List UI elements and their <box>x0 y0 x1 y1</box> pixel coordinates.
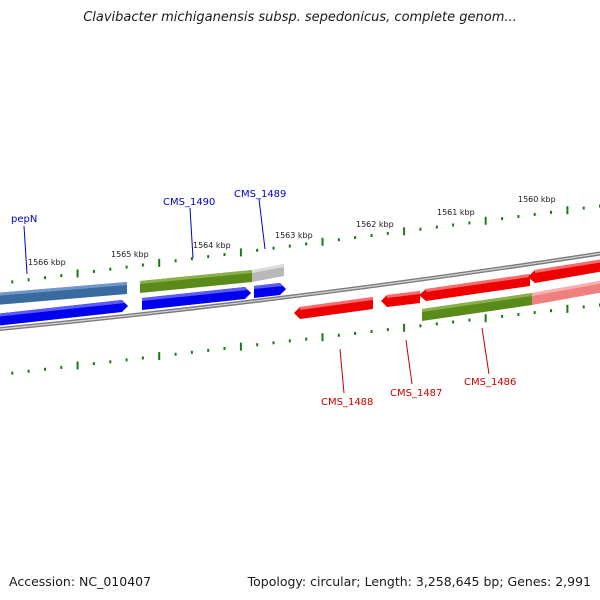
gene-label-CMS_1486[interactable]: CMS_1486 <box>464 377 516 388</box>
scale-tick-upper <box>517 215 519 218</box>
scale-tick-upper <box>387 232 389 235</box>
scale-tick-upper <box>501 217 503 220</box>
scale-tick-lower <box>354 332 356 335</box>
scale-tick-lower <box>142 357 144 360</box>
scale-tick-lower <box>550 309 552 312</box>
scale-tick-lower <box>28 370 30 373</box>
gene-feature-next[interactable] <box>532 279 600 305</box>
leader-CMS_1486 <box>482 328 489 374</box>
scale-tick-upper <box>485 217 487 225</box>
scale-tick-upper <box>354 236 356 239</box>
scale-tick-lower <box>501 315 503 318</box>
leader-CMS_1488 <box>340 349 344 393</box>
scale-tick-lower <box>322 333 324 341</box>
cds-reverse-CMS_1487[interactable] <box>381 291 420 307</box>
accession-text: Accession: NC_010407 <box>9 574 151 589</box>
scale-tick-lower <box>109 360 111 363</box>
scale-tick-lower <box>534 311 536 314</box>
scale-tick-lower <box>305 338 307 341</box>
scale-tick-upper <box>452 224 454 227</box>
scale-tick-lower <box>273 341 275 344</box>
scale-tick-upper <box>109 268 111 271</box>
scale-tick-upper <box>77 270 79 278</box>
scale-tick-lower <box>583 305 585 308</box>
scale-tick-upper <box>28 278 30 281</box>
scale-tick-upper <box>273 247 275 250</box>
scale-tick-upper <box>142 264 144 267</box>
leader-CMS_1489 <box>259 199 265 249</box>
scale-tick-upper <box>419 228 421 231</box>
scale-tick-lower <box>60 366 62 369</box>
leader-CMS_1490 <box>190 208 193 258</box>
scale-tick-upper <box>436 226 438 229</box>
scale-tick-lower <box>289 339 291 342</box>
scale-tick-upper <box>60 274 62 277</box>
cds-reverse-CMS_1488[interactable] <box>294 297 373 319</box>
scale-tick-upper <box>534 213 536 216</box>
leader-pepN <box>24 226 27 274</box>
scale-tick-upper <box>289 245 291 248</box>
scale-tick-lower <box>207 349 209 352</box>
scale-tick-upper <box>44 276 46 279</box>
scale-tick-lower <box>403 324 405 332</box>
kbp-label-1565: 1565 kbp <box>111 250 149 259</box>
scale-tick-upper <box>322 238 324 246</box>
kbp-label-1562: 1562 kbp <box>356 220 394 229</box>
gene-label-CMS_1489[interactable]: CMS_1489 <box>234 189 286 200</box>
scale-tick-lower <box>387 328 389 331</box>
gene-label-CMS_1488[interactable]: CMS_1488 <box>321 397 373 408</box>
scale-tick-upper <box>11 280 13 283</box>
topology-summary: Topology: circular; Length: 3,258,645 bp… <box>248 574 591 589</box>
scale-tick-upper <box>550 211 552 214</box>
scale-tick-upper <box>256 249 258 252</box>
kbp-label-1563: 1563 kbp <box>275 231 313 240</box>
scale-tick-upper <box>175 259 177 262</box>
kbp-label-1566: 1566 kbp <box>28 258 66 267</box>
scale-tick-upper <box>126 266 128 269</box>
scale-tick-upper <box>468 221 470 224</box>
genome-map: 1566 kbp 1565 kbp 1564 kbp 1563 kbp 1562… <box>0 0 600 600</box>
scale-tick-lower <box>517 313 519 316</box>
scale-tick-upper <box>207 255 209 258</box>
cds-forward-CMS_1489[interactable] <box>254 283 286 298</box>
scale-tick-lower <box>175 353 177 356</box>
scale-tick-lower <box>77 362 79 370</box>
kbp-label-1561: 1561 kbp <box>437 208 475 217</box>
scale-tick-lower <box>44 368 46 371</box>
scale-tick-lower <box>191 351 193 354</box>
scale-tick-lower <box>256 343 258 346</box>
scale-tick-upper <box>371 234 373 237</box>
scale-tick-lower <box>93 362 95 365</box>
scale-tick-lower <box>468 319 470 322</box>
scale-tick-lower <box>419 324 421 327</box>
scale-tick-upper <box>403 227 405 235</box>
scale-tick-lower <box>11 372 13 375</box>
leader-CMS_1487 <box>406 340 412 384</box>
scale-tick-lower <box>126 358 128 361</box>
kbp-label-1564: 1564 kbp <box>193 241 231 250</box>
scale-tick-upper <box>158 259 160 267</box>
scale-tick-lower <box>452 321 454 324</box>
scale-tick-upper <box>583 207 585 210</box>
gene-label-CMS_1490[interactable]: CMS_1490 <box>163 197 215 208</box>
kbp-label-1560: 1560 kbp <box>518 195 556 204</box>
scale-tick-lower <box>371 330 373 333</box>
gene-label-CMS_1487[interactable]: CMS_1487 <box>390 388 442 399</box>
scale-tick-lower <box>240 343 242 351</box>
scale-tick-upper <box>566 206 568 214</box>
scale-tick-lower <box>566 305 568 313</box>
gene-feature-CMS_1489[interactable] <box>252 264 284 282</box>
scale-tick-upper <box>93 270 95 273</box>
scale-tick-upper <box>305 242 307 245</box>
scale-tick-upper <box>338 238 340 241</box>
scale-tick-lower <box>338 334 340 337</box>
gene-label-pepN[interactable]: pepN <box>11 214 37 225</box>
scale-tick-lower <box>224 347 226 350</box>
genome-map-view: Clavibacter michiganensis subsp. sepedon… <box>0 0 600 600</box>
scale-tick-lower <box>485 314 487 322</box>
scale-tick-upper <box>240 248 242 256</box>
scale-tick-lower <box>158 352 160 360</box>
scale-tick-lower <box>436 322 438 325</box>
scale-tick-upper <box>224 253 226 256</box>
